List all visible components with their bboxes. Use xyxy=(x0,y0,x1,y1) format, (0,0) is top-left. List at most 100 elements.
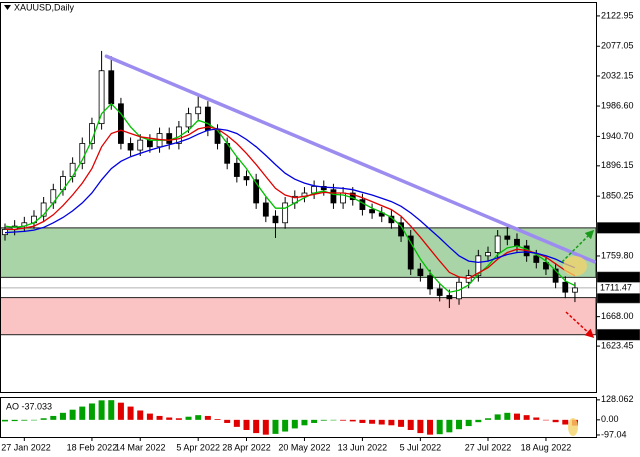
price-tag-label: 1696.81 xyxy=(600,292,633,302)
candle-body xyxy=(233,162,240,177)
ao-bar xyxy=(224,419,231,423)
candle-body xyxy=(465,275,472,283)
candle-body xyxy=(417,268,424,277)
candle-body xyxy=(369,209,375,214)
y-tick-label: 2122.95 xyxy=(601,10,634,20)
ao-bar xyxy=(552,419,559,423)
candle-body xyxy=(108,70,115,105)
y-tick-label: 0.00 xyxy=(601,414,619,424)
y-tick-label: 1896.15 xyxy=(601,160,634,170)
price-panel xyxy=(0,50,596,336)
ao-bar xyxy=(485,418,491,420)
candle-body xyxy=(446,295,453,300)
candle-body xyxy=(118,103,124,144)
candle-body xyxy=(504,235,511,240)
candle-body xyxy=(253,179,260,204)
x-tick-label: 18 Aug 2022 xyxy=(521,442,572,452)
x-tick-label: 20 May 2022 xyxy=(278,442,330,452)
ao-bar xyxy=(59,412,66,420)
price-tag-label: 1727.43 xyxy=(600,272,633,282)
ao-bar xyxy=(398,419,405,427)
candle-body xyxy=(127,143,134,151)
ao-bar xyxy=(88,403,95,420)
candle-body xyxy=(185,113,192,128)
ao-bar xyxy=(369,419,376,424)
ao-bar xyxy=(40,418,47,420)
ao-bar xyxy=(175,418,182,420)
ao-bar xyxy=(11,419,18,422)
ao-bar xyxy=(117,402,124,420)
ao-bar xyxy=(79,406,86,420)
candle-body xyxy=(166,133,173,144)
ao-bar xyxy=(340,419,347,421)
ao-bar xyxy=(204,415,211,420)
ao-bar xyxy=(417,419,424,434)
ao-bar xyxy=(330,419,337,421)
moving-average-line xyxy=(4,128,576,269)
y-tick-label: 2077.05 xyxy=(601,41,634,51)
candle-body xyxy=(427,275,433,290)
ao-bar xyxy=(108,400,115,420)
ao-bar xyxy=(407,419,414,430)
ao-bar xyxy=(542,419,549,421)
candle-body xyxy=(543,262,549,270)
price-tag xyxy=(596,282,640,294)
ao-bar xyxy=(69,409,76,420)
ao-bar xyxy=(513,413,520,420)
candle-body xyxy=(533,255,540,263)
ao-bar xyxy=(349,419,356,422)
ao-label-box xyxy=(3,401,53,412)
ao-bar xyxy=(320,419,327,421)
ao-bar xyxy=(456,419,463,430)
ao-bar xyxy=(166,417,173,420)
ao-bar xyxy=(21,419,28,421)
ao-bar xyxy=(214,419,221,420)
moving-average-line xyxy=(4,102,576,293)
price-panel-border xyxy=(0,2,597,393)
ao-bar xyxy=(185,416,192,420)
candle-body xyxy=(485,252,491,257)
y-tick-label: 1668.00 xyxy=(601,311,634,321)
candle-body xyxy=(552,268,559,283)
candle-body xyxy=(572,287,578,293)
ao-bar xyxy=(50,415,57,420)
moving-average-line xyxy=(5,126,576,279)
ao-bar xyxy=(282,419,289,432)
price-tag-label: 1640.67 xyxy=(600,329,633,339)
ao-bar xyxy=(378,419,385,425)
y-tick-label: 1986.60 xyxy=(601,100,634,110)
forecast-up-arrow xyxy=(561,229,595,263)
ao-bar xyxy=(504,412,511,420)
y-tick-label: 1850.25 xyxy=(601,191,634,201)
ao-title: AO -37.033 xyxy=(6,401,52,411)
ao-bar xyxy=(427,419,434,435)
price-tag xyxy=(596,222,640,234)
ao-bar xyxy=(146,413,153,420)
ao-bar xyxy=(436,419,443,435)
ao-bar xyxy=(465,419,472,427)
candle-body xyxy=(436,288,443,296)
candle-body xyxy=(243,176,250,181)
candle-body xyxy=(320,186,327,191)
y-tick-label: 1759.80 xyxy=(601,250,634,260)
y-tick-label: 2032.15 xyxy=(601,70,634,80)
ao-panel-border xyxy=(0,397,597,438)
x-tick-label: 5 Jul 2022 xyxy=(400,442,442,452)
candle-body xyxy=(494,235,501,253)
ao-bar xyxy=(243,419,250,430)
ao-bar xyxy=(272,419,279,434)
candle-body xyxy=(79,143,86,164)
candle-body xyxy=(272,215,279,224)
ao-bar xyxy=(2,419,8,422)
ao-bar xyxy=(494,414,501,420)
candle-body xyxy=(137,139,144,151)
ao-bar xyxy=(359,419,366,423)
ao-bar xyxy=(98,400,105,420)
candle-body xyxy=(98,70,105,125)
ao-bar xyxy=(446,419,453,433)
x-tick-label: 13 Jun 2022 xyxy=(338,442,388,452)
candle-body xyxy=(330,189,337,204)
ao-bar xyxy=(137,410,144,420)
candle-body xyxy=(146,139,153,148)
